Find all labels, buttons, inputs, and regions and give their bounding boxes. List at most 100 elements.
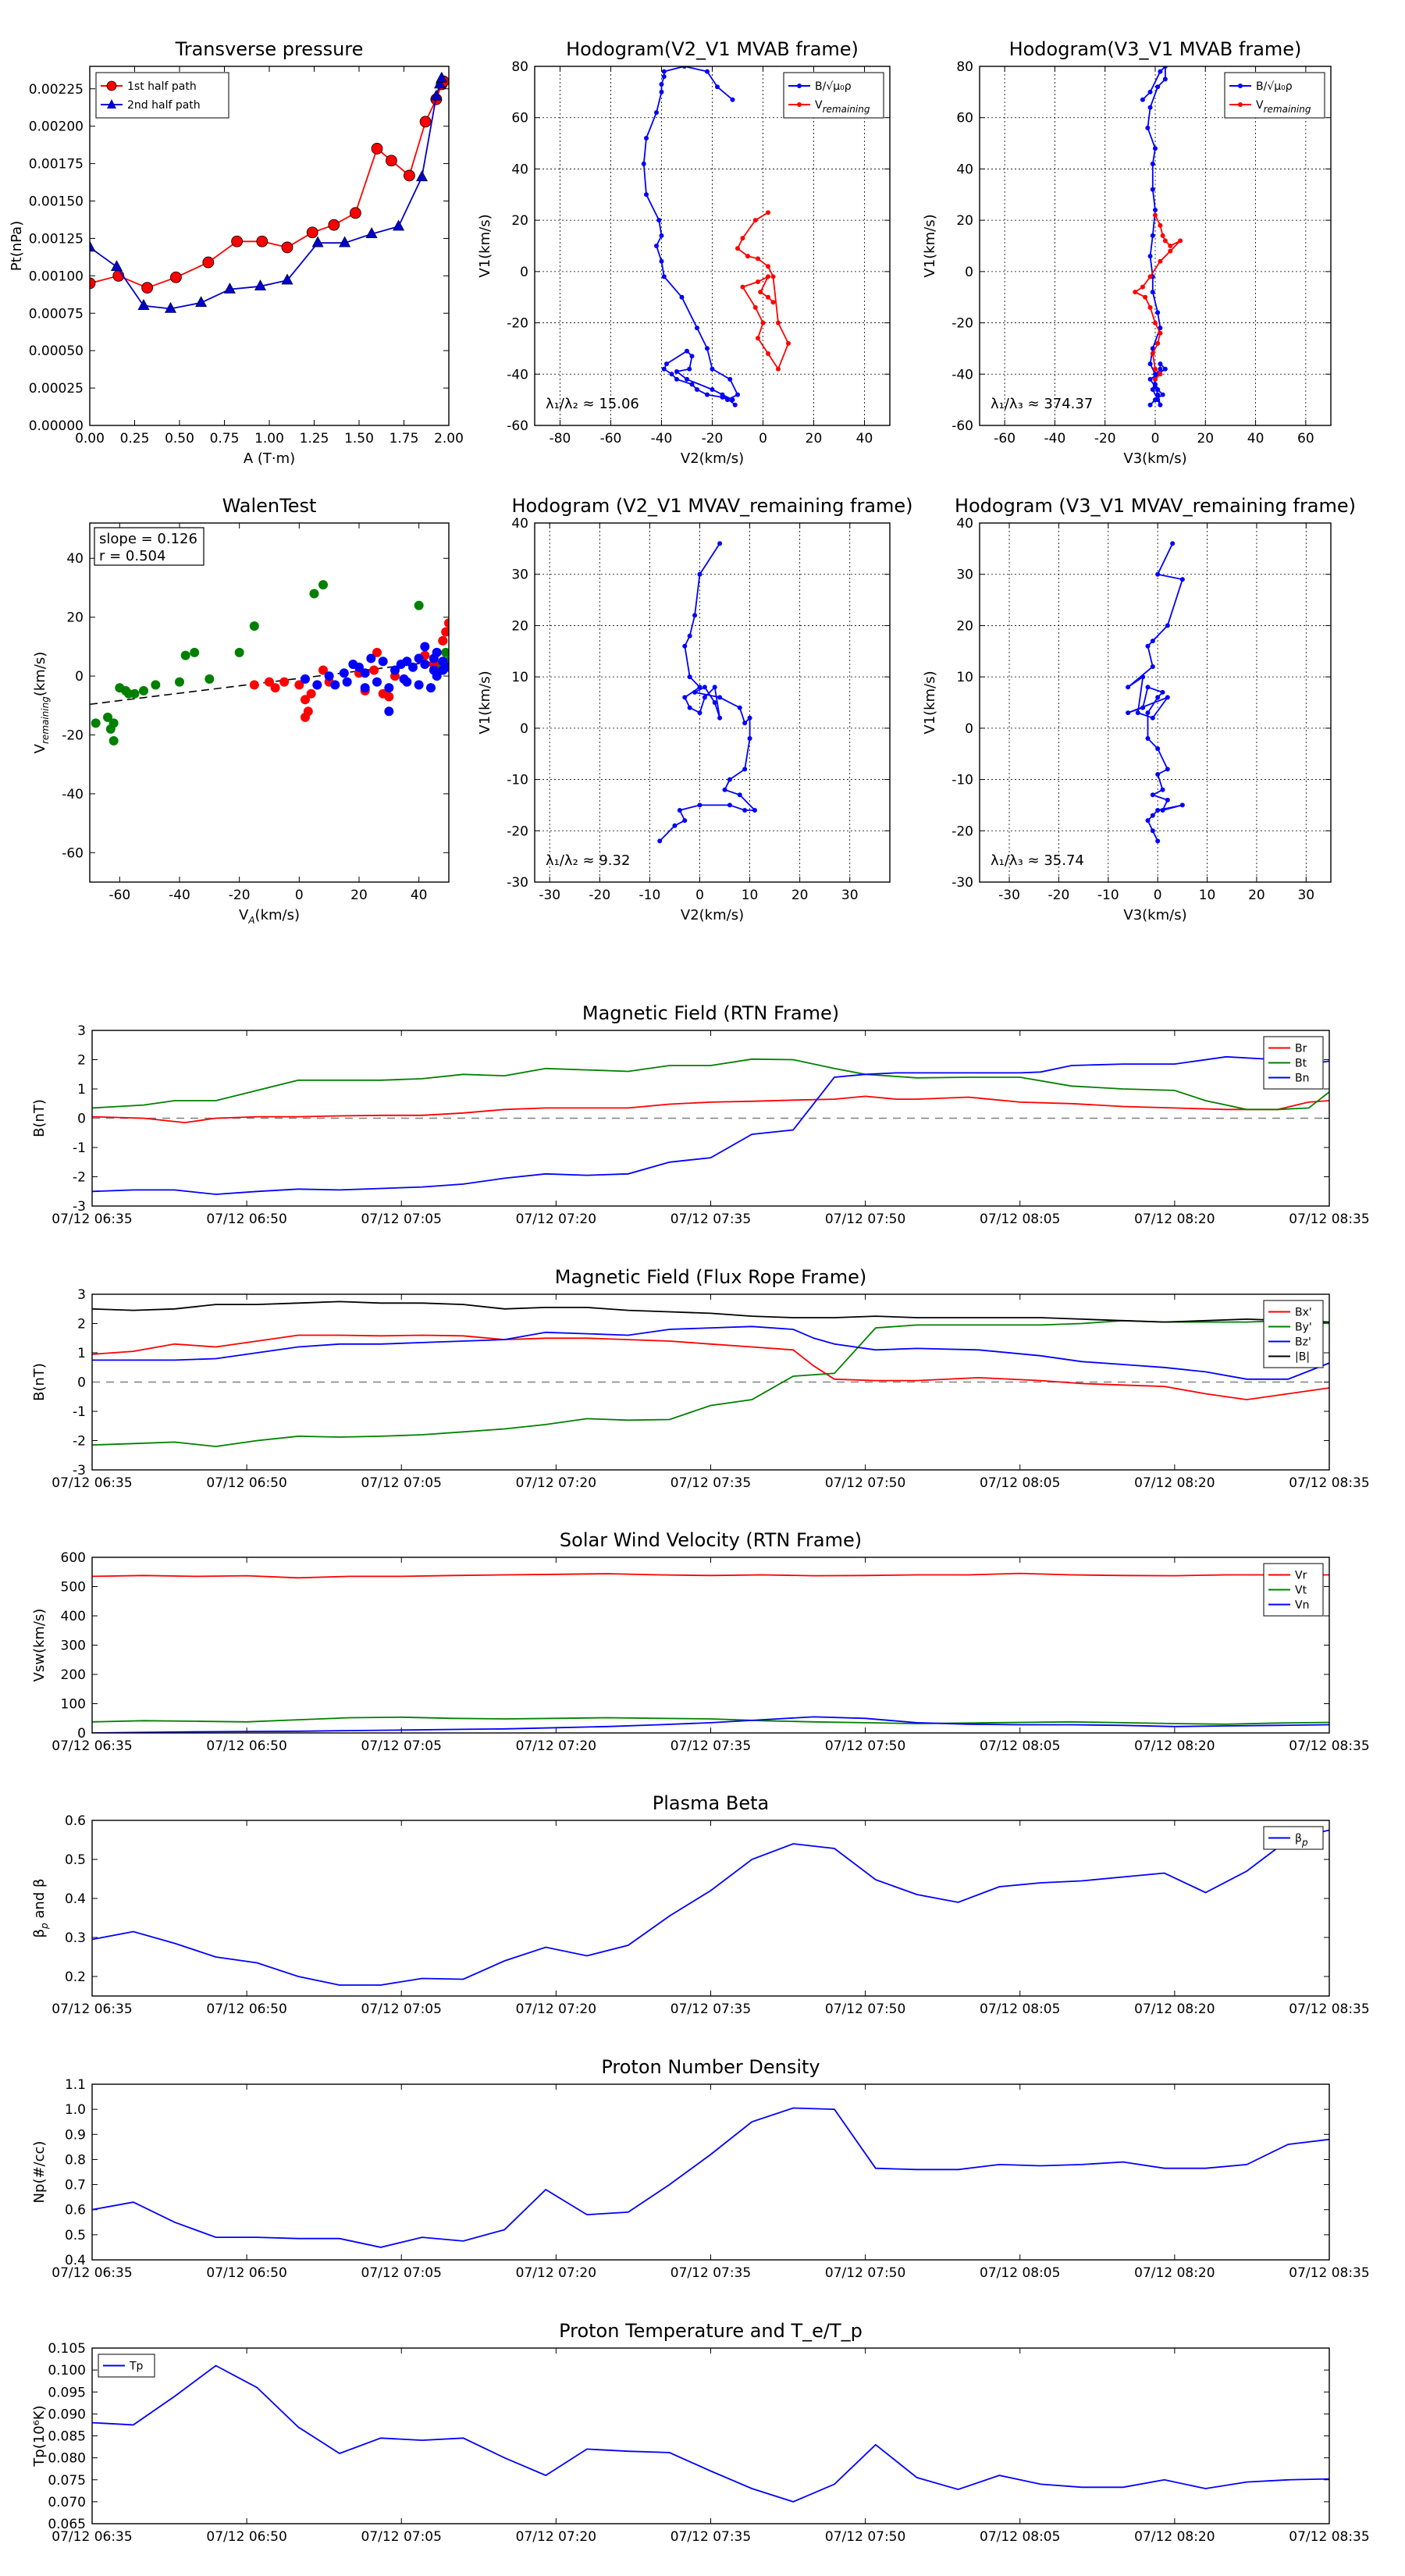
y-tick-label: 1 (77, 1082, 86, 1098)
y-tick-label: 0.085 (48, 2429, 86, 2445)
data-point (1165, 695, 1170, 700)
x-tick-label: 0 (759, 431, 767, 447)
y-tick-label: 400 (61, 1609, 86, 1624)
scatter-point (294, 680, 304, 690)
data-point (717, 695, 723, 700)
data-point-circle (404, 169, 415, 182)
x-tick-label: 07/12 07:20 (516, 2529, 596, 2545)
data-point (659, 233, 664, 238)
y-tick-label: 200 (61, 1667, 86, 1683)
data-point (1179, 577, 1185, 582)
data-point (687, 674, 692, 680)
data-point (747, 715, 752, 720)
x-axis-label: V3(km/s) (1123, 450, 1186, 467)
x-tick-label: -60 (600, 431, 622, 447)
x-tick-label: 07/12 07:05 (361, 2265, 442, 2281)
x-tick-label: 07/12 06:50 (206, 1738, 286, 1754)
data-point (654, 110, 659, 116)
data-point (752, 304, 758, 310)
data-point-triangle (110, 260, 123, 272)
scatter-point (426, 683, 436, 693)
series-line-b (92, 1300, 1329, 1323)
y-tick-label: 30 (956, 568, 973, 583)
x-tick-label: 07/12 08:20 (1134, 2529, 1215, 2545)
legend-frame (1224, 72, 1325, 119)
data-point (682, 695, 688, 700)
y-tick-label: 0.3 (65, 1930, 86, 1946)
chart-title: Hodogram (V3_V1 MVAV_remaining frame) (955, 495, 1356, 517)
y-tick-label: 20 (956, 618, 973, 634)
data-point (657, 838, 663, 844)
legend-marker (1238, 102, 1243, 107)
data-point (710, 366, 715, 372)
data-point (695, 326, 699, 331)
data-point (677, 808, 682, 813)
y-tick-label: 0.2 (65, 1969, 86, 1985)
legend-label: By' (1295, 1322, 1312, 1334)
x-tick-label: 1.25 (300, 431, 329, 447)
x-tick-label: 07/12 07:05 (361, 2001, 442, 2017)
data-point (1145, 710, 1151, 716)
data-point (766, 264, 770, 269)
scatter-point (384, 683, 394, 693)
data-point (1150, 351, 1155, 356)
x-tick-label: 07/12 06:35 (52, 1738, 132, 1754)
data-point-circle (281, 241, 293, 254)
legend-frame (783, 72, 884, 119)
data-point (697, 571, 702, 577)
data-point (737, 792, 742, 798)
data-point (1126, 685, 1131, 690)
scatter-point (432, 647, 442, 657)
x-tick-label: -30 (998, 888, 1020, 903)
y-tick-label: 0.105 (48, 2341, 86, 2357)
scatter-point (414, 653, 424, 664)
x-tick-label: 07/12 08:35 (1289, 2529, 1369, 2545)
x-tick-label: 60 (1297, 431, 1314, 447)
data-point (732, 402, 738, 407)
x-tick-label: 1.50 (344, 431, 374, 447)
data-point (1147, 105, 1153, 110)
chart-title: Hodogram (V2_V1 MVAV_remaining frame) (511, 495, 912, 517)
legend-label: Vremaining (815, 99, 870, 115)
data-point (687, 366, 692, 372)
data-point (644, 136, 649, 141)
plot-frame (89, 522, 450, 883)
y-tick-label: 0.5 (65, 2228, 86, 2243)
plot-frame (91, 1820, 1330, 1997)
stats-box-frame (94, 527, 205, 566)
x-tick-label: 07/12 06:50 (206, 1212, 286, 1227)
ratio-annotation: λ₁/λ₂ ≈ 9.32 (546, 852, 630, 869)
data-point (740, 236, 745, 241)
data-point (692, 689, 698, 695)
legend: B/√μ₀ρ Vremaining (1224, 72, 1325, 119)
y-tick-label: -20 (951, 824, 973, 839)
data-point (1162, 238, 1168, 244)
x-tick-label: -30 (539, 888, 560, 903)
slope-annotation: slope = 0.126 (99, 531, 197, 547)
data-point (661, 366, 667, 372)
data-layer (92, 2107, 1329, 2248)
y-tick-label: 0.00100 (29, 269, 84, 284)
y-tick-label: 0.00150 (29, 194, 84, 210)
x-tick-label: 10 (742, 888, 759, 903)
data-point (689, 354, 695, 359)
data-layer (91, 580, 449, 746)
y-tick-label: -30 (951, 875, 973, 891)
data-point (654, 244, 659, 248)
x-axis-label: V2(km/s) (681, 907, 744, 923)
scatter-point (234, 647, 244, 657)
y-tick-label: -60 (507, 418, 528, 434)
scatter-point (108, 736, 119, 746)
data-point (674, 376, 679, 382)
data-point (752, 808, 757, 813)
x-tick-label: 07/12 07:20 (516, 1212, 596, 1227)
y-tick-label: 0.090 (48, 2407, 86, 2422)
data-point-triangle (415, 170, 429, 182)
x-tick-label: 07/12 08:20 (1134, 1475, 1215, 1491)
data-point (727, 777, 732, 782)
x-tick-label: 07/12 08:35 (1289, 2001, 1369, 2017)
plot-frame (979, 66, 1332, 426)
y-tick-label: -60 (951, 418, 973, 434)
x-tick-label: 07/12 07:35 (670, 1738, 751, 1754)
